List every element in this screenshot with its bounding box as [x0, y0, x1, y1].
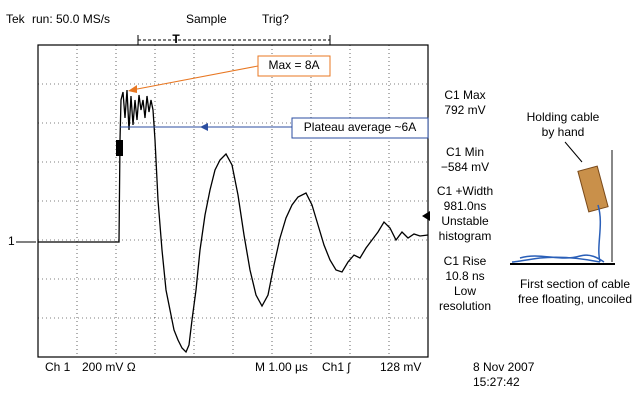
max-annotation: Max = 8A: [128, 55, 331, 93]
photo-caption: First section of cable: [520, 277, 630, 291]
screen-border: [37, 44, 429, 358]
max-arrow: [131, 65, 259, 91]
plateau-box: [291, 117, 429, 139]
max-arrowhead: [128, 85, 137, 93]
run: run: 50.0 MS/s: [32, 12, 110, 26]
cable: [511, 204, 605, 263]
photo-caption: Holding cable: [527, 110, 600, 124]
measurement-note: Unstable: [441, 214, 489, 228]
measurement-value: −584 mV: [441, 160, 489, 174]
status-timebase: M 1.00 µs: [255, 360, 308, 374]
max-text: Max = 8A: [268, 58, 319, 72]
measurement-label: C1 Rise: [444, 254, 487, 268]
measurement-note: histogram: [439, 229, 492, 243]
graticule: [38, 45, 428, 357]
mode: Sample: [186, 12, 227, 26]
trigger-marker: T: [172, 32, 180, 46]
measurement-note: Low: [454, 284, 476, 298]
measurement-value: 981.0ns: [444, 199, 487, 213]
measurement-label: C1 Min: [446, 145, 484, 159]
status-trigger-source: Ch1 ʃ: [322, 360, 351, 374]
photo-caption: free floating, uncoiled: [518, 292, 632, 306]
photo: Holding cable by hand First section of c…: [510, 110, 632, 306]
plateau-text: Plateau average ~6A: [304, 120, 416, 134]
photo-arrow: [564, 141, 583, 163]
trigger: Trig?: [262, 12, 289, 26]
status-time: 15:27:42: [473, 375, 520, 389]
status-date: 8 Nov 2007: [473, 360, 535, 374]
waveform-blob: [116, 140, 123, 156]
header: Tek run: 50.0 MS/s Sample Trig? T: [6, 12, 331, 46]
waveform: [38, 89, 429, 354]
measurement-note: resolution: [439, 299, 491, 313]
status-bar: Ch 1 200 mV Ω M 1.00 µs Ch1 ʃ 128 mV 8 N…: [45, 360, 535, 389]
status-scale: 200 mV Ω: [82, 360, 136, 374]
status-channel: Ch 1: [45, 360, 71, 374]
channel-marker: 1: [8, 234, 15, 248]
brand: Tek: [6, 12, 26, 26]
measurements: C1 Max 792 mV C1 Min −584 mV C1 +Width 9…: [437, 88, 493, 313]
level-marker: [422, 211, 430, 221]
plateau-arrowhead: [200, 123, 208, 131]
measurement-label: C1 Max: [444, 88, 485, 102]
photo-caption: by hand: [542, 125, 585, 139]
hand: [577, 165, 609, 213]
plateau-annotation: Plateau average ~6A: [120, 117, 429, 139]
status-trigger-level: 128 mV: [380, 360, 421, 374]
measurement-value: 10.8 ns: [445, 269, 484, 283]
measurement-value: 792 mV: [444, 103, 485, 117]
measurement-label: C1 +Width: [437, 184, 493, 198]
